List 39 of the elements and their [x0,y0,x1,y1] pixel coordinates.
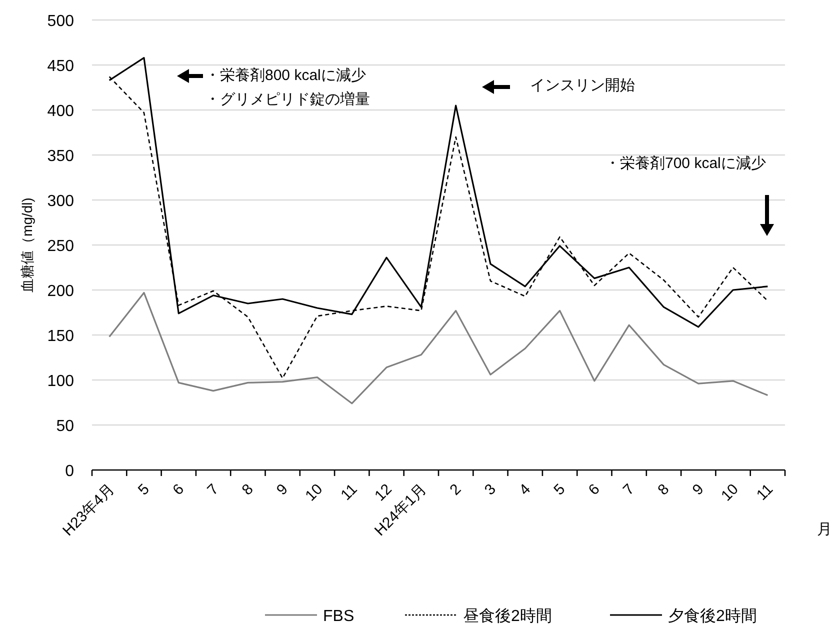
x-tick-label: 4 [516,480,534,499]
annotation: ・グリメピリド錠の増量 [205,91,370,108]
legend-label: FBS [323,608,354,625]
y-tick-label: 200 [47,283,74,300]
y-tick-label: 500 [47,13,74,30]
y-axis-title: 血糖値（mg/dl) [19,198,35,292]
x-tick-label: 5 [134,480,153,499]
x-tick-label: 5 [550,480,569,499]
x-tick-label: 8 [238,480,257,499]
x-tick-label: 9 [689,480,708,499]
x-tick-label: 8 [654,480,673,499]
y-tick-label: 100 [47,373,74,390]
y-tick-label: 0 [65,463,74,480]
y-tick-label: 450 [47,58,74,75]
x-tick-label: 11 [338,480,361,504]
x-tick-label: 6 [170,480,188,499]
x-tick-label: 10 [302,480,326,505]
x-axis-title: 月 [817,521,832,538]
annotation: ・栄養剤700 kcalに減少 [605,155,766,172]
legend-label: 昼食後2時間 [463,607,552,625]
x-tick-label: 12 [372,480,396,505]
x-tick-label: 11 [753,480,777,504]
x-tick-label: 7 [204,480,222,499]
y-tick-label: 50 [56,418,74,435]
x-tick-label: 10 [718,480,742,505]
x-tick-label: 3 [481,480,500,499]
legend-label: 夕食後2時間 [668,607,757,625]
y-tick-label: 300 [47,193,74,210]
x-tick-label: 7 [620,480,638,499]
x-tick-label: 2 [446,480,465,499]
y-tick-label: 350 [47,148,74,165]
y-tick-label: 400 [47,103,74,120]
x-tick-label: 6 [585,480,604,499]
x-tick-label: 9 [273,480,292,499]
y-tick-label: 250 [47,238,74,255]
annotation: ・栄養剤800 kcalに減少 [205,67,366,84]
x-tick-label: H23年4月 [60,480,118,540]
y-tick-label: 150 [47,328,74,345]
annotation: インスリン開始 [530,77,635,94]
